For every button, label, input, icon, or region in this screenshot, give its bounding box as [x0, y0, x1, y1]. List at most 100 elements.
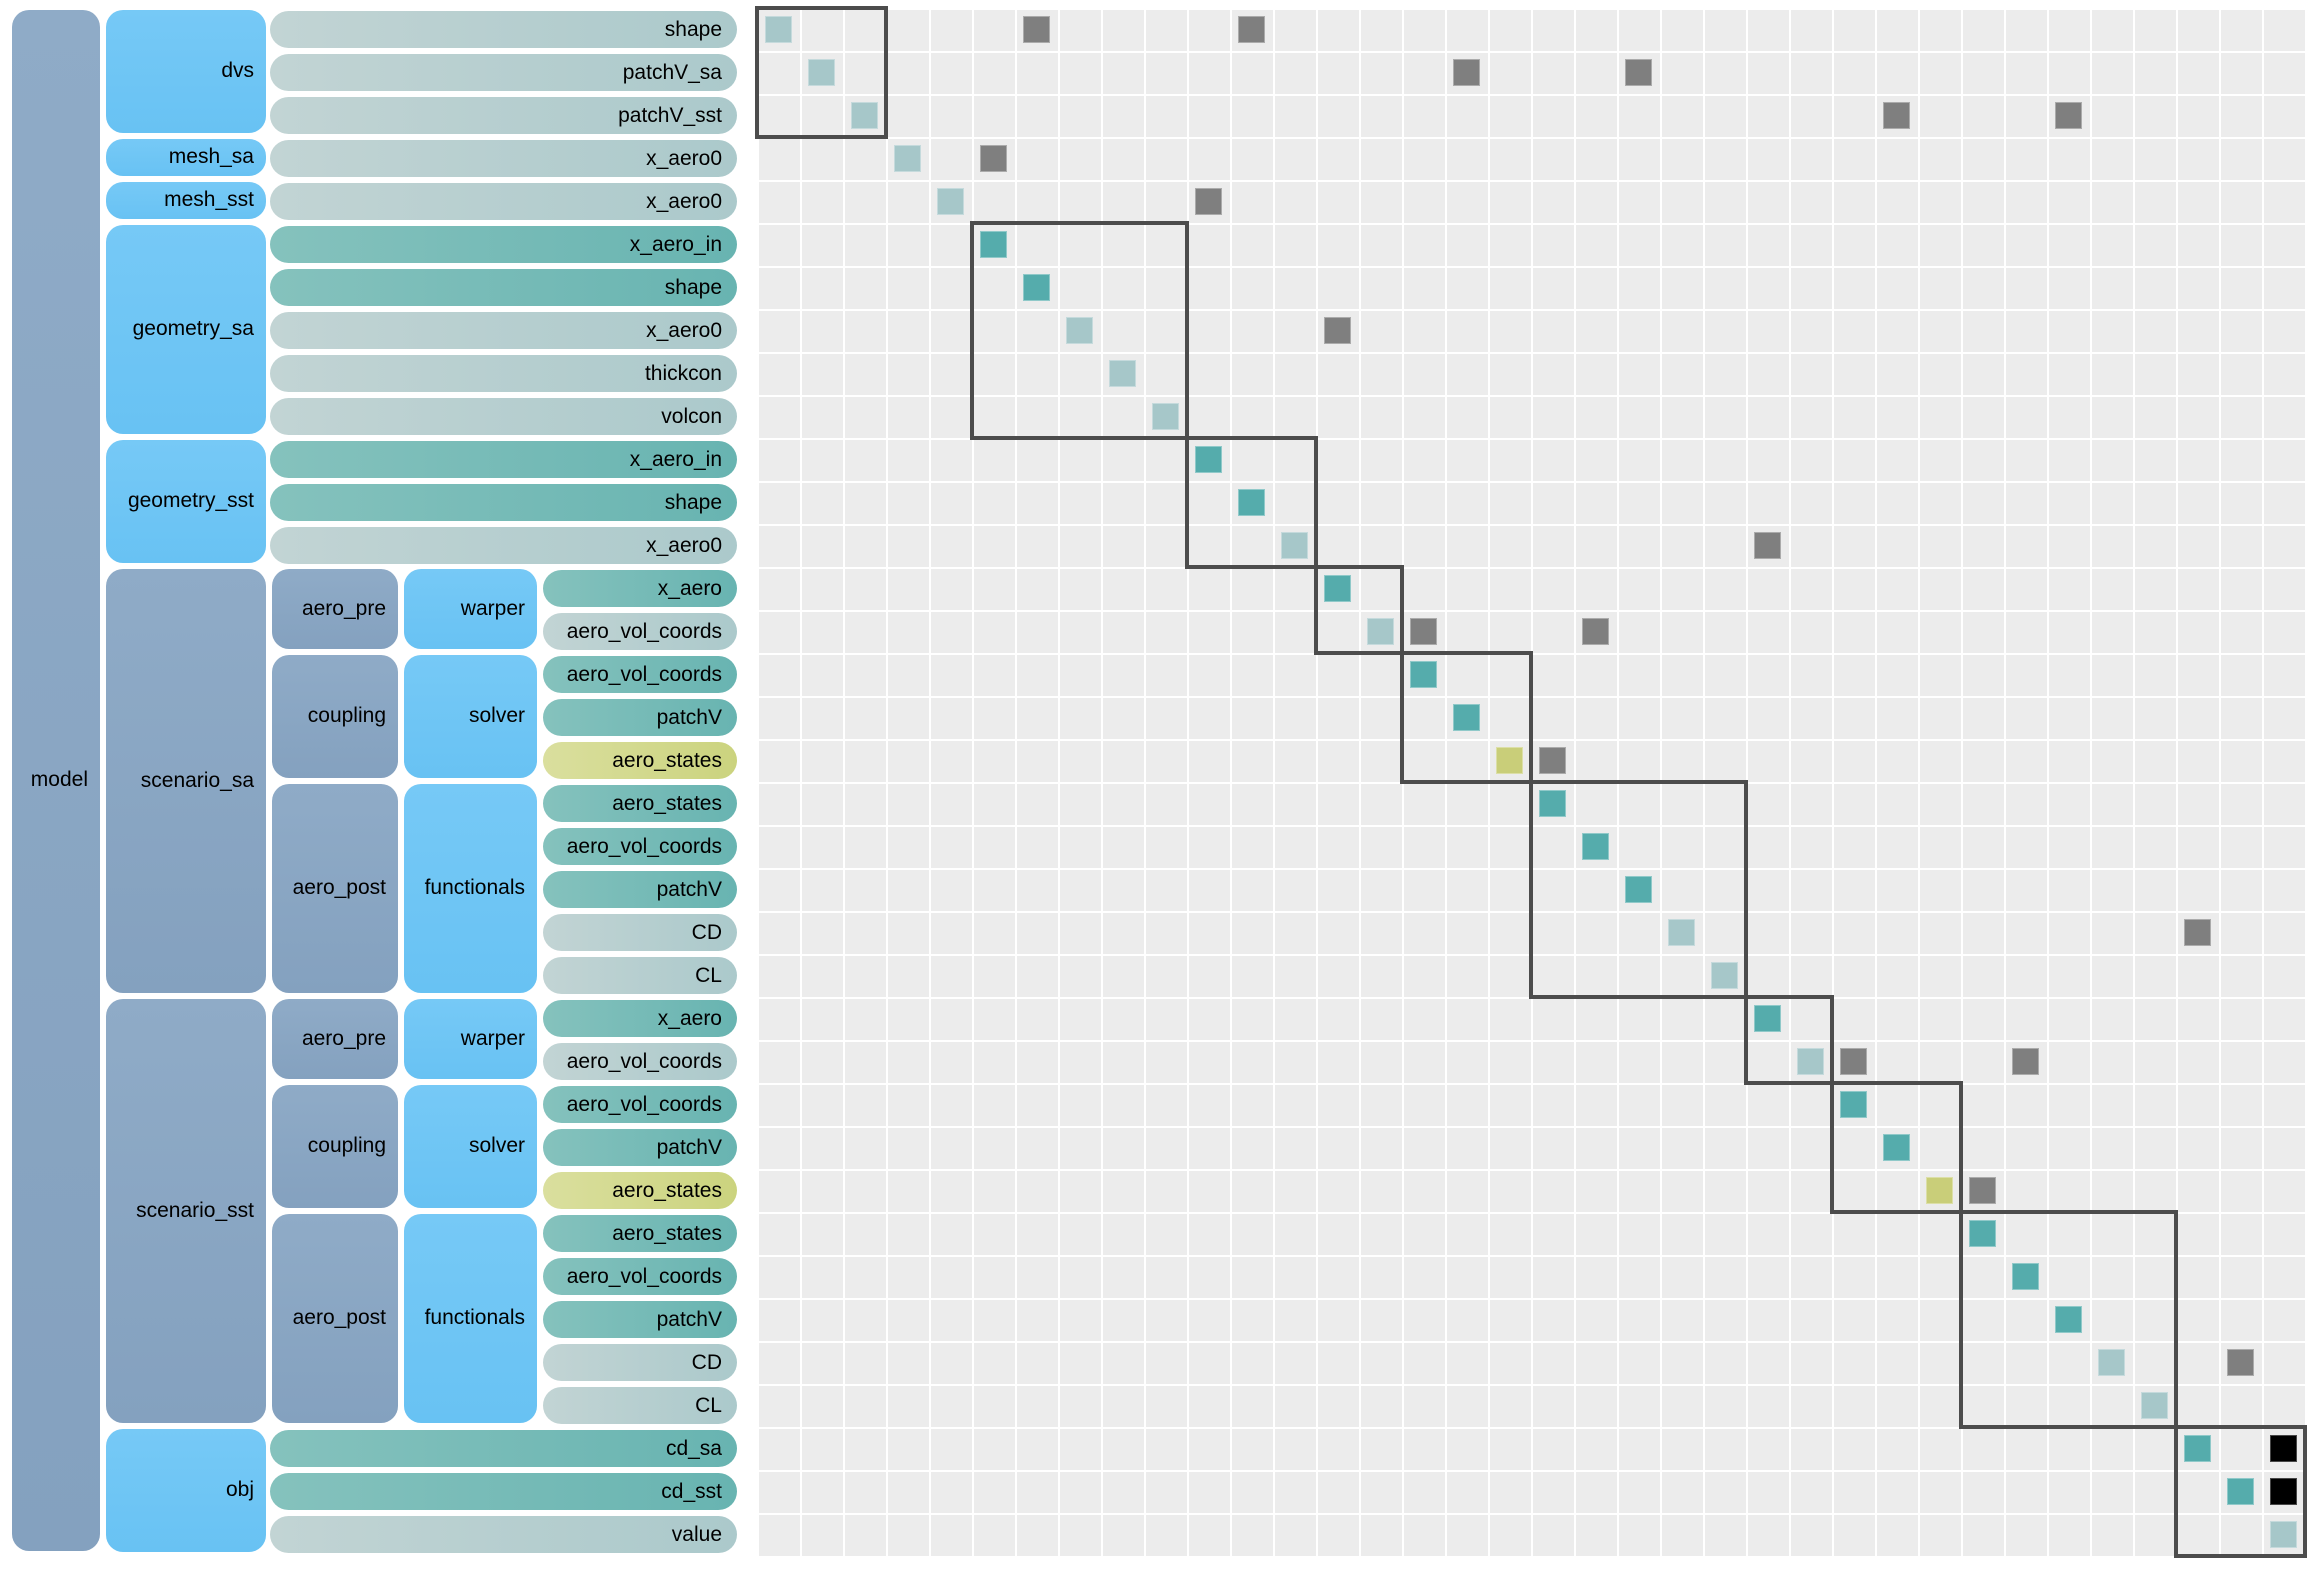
var-aero_vol_coords[interactable]: aero_vol_coords [543, 656, 737, 693]
var-aero_vol_coords[interactable]: aero_vol_coords [543, 613, 737, 650]
var-volcon[interactable]: volcon [270, 398, 737, 435]
diag-cell-x_aero[interactable] [1324, 575, 1351, 602]
var-aero_states[interactable]: aero_states [543, 742, 737, 779]
diag-cell-cd_sst[interactable] [2227, 1478, 2254, 1505]
tree-node-scenario_sst-solver[interactable]: solver [404, 1084, 537, 1208]
tree-node-obj[interactable]: obj [106, 1428, 266, 1552]
var-aero_states[interactable]: aero_states [543, 1215, 737, 1252]
conn-r31-c34[interactable] [2227, 1349, 2254, 1376]
var-patchV[interactable]: patchV [543, 1129, 737, 1166]
var-aero_vol_coords[interactable]: aero_vol_coords [543, 1086, 737, 1123]
var-aero_states[interactable]: aero_states [543, 785, 737, 822]
var-CD[interactable]: CD [543, 914, 737, 951]
diag-cell-x_aero_in[interactable] [980, 231, 1007, 258]
var-x_aero[interactable]: x_aero [543, 1000, 737, 1037]
var-x_aero_in[interactable]: x_aero_in [270, 226, 737, 263]
conn-r12-c23[interactable] [1754, 532, 1781, 559]
tree-node-mesh_sst[interactable]: mesh_sst [106, 181, 266, 219]
diag-cell-patchV[interactable] [2055, 1306, 2082, 1333]
diag-cell-CD[interactable] [1668, 919, 1695, 946]
var-thickcon[interactable]: thickcon [270, 355, 737, 392]
conn-r2-c30[interactable] [2055, 102, 2082, 129]
diag-cell-CL[interactable] [2141, 1392, 2168, 1419]
diag-cell-shape[interactable] [765, 16, 792, 43]
diag-cell-patchV[interactable] [1625, 876, 1652, 903]
var-aero_vol_coords[interactable]: aero_vol_coords [543, 828, 737, 865]
tree-node-scenario_sa-aero_post[interactable]: aero_post [272, 783, 398, 993]
tree-node-scenario_sa-aero_pre[interactable]: aero_pre [272, 568, 398, 649]
diag-cell-x_aero0[interactable] [937, 188, 964, 215]
conn-r1-c20[interactable] [1625, 59, 1652, 86]
conn-r14-c19[interactable] [1582, 618, 1609, 645]
tree-node-model[interactable]: model [12, 9, 100, 1551]
diag-cell-aero_vol_coords[interactable] [1840, 1091, 1867, 1118]
tree-node-scenario_sa[interactable]: scenario_sa [106, 568, 266, 993]
conn-r0-c6[interactable] [1023, 16, 1050, 43]
diag-cell-aero_vol_coords[interactable] [2012, 1263, 2039, 1290]
var-x_aero[interactable]: x_aero [543, 570, 737, 607]
conn-r27-c28[interactable] [1969, 1177, 1996, 1204]
var-patchV_sa[interactable]: patchV_sa [270, 54, 737, 91]
diag-cell-patchV[interactable] [1453, 704, 1480, 731]
tree-node-geometry_sa[interactable]: geometry_sa [106, 224, 266, 434]
tree-node-dvs[interactable]: dvs [106, 9, 266, 133]
tree-node-scenario_sa-warper[interactable]: warper [404, 568, 537, 649]
diag-cell-patchV_sst[interactable] [851, 102, 878, 129]
tree-node-scenario_sa-solver[interactable]: solver [404, 654, 537, 778]
diag-cell-thickcon[interactable] [1109, 360, 1136, 387]
var-aero_states[interactable]: aero_states [543, 1172, 737, 1209]
conn-r33-c35[interactable] [2270, 1435, 2297, 1462]
var-cd_sst[interactable]: cd_sst [270, 1473, 737, 1510]
tree-node-scenario_sst[interactable]: scenario_sst [106, 998, 266, 1423]
var-cd_sa[interactable]: cd_sa [270, 1430, 737, 1467]
tree-node-geometry_sst[interactable]: geometry_sst [106, 439, 266, 563]
diag-cell-patchV[interactable] [1883, 1134, 1910, 1161]
var-x_aero0[interactable]: x_aero0 [270, 183, 737, 220]
var-aero_vol_coords[interactable]: aero_vol_coords [543, 1043, 737, 1080]
var-CD[interactable]: CD [543, 1344, 737, 1381]
tree-node-scenario_sst-aero_post[interactable]: aero_post [272, 1213, 398, 1423]
diag-cell-value[interactable] [2270, 1521, 2297, 1548]
var-aero_vol_coords[interactable]: aero_vol_coords [543, 1258, 737, 1295]
diag-cell-aero_vol_coords[interactable] [1410, 661, 1437, 688]
var-x_aero0[interactable]: x_aero0 [270, 312, 737, 349]
var-patchV[interactable]: patchV [543, 699, 737, 736]
diag-cell-aero_vol_coords[interactable] [1367, 618, 1394, 645]
diag-cell-patchV_sa[interactable] [808, 59, 835, 86]
diag-cell-x_aero_in[interactable] [1195, 446, 1222, 473]
var-shape[interactable]: shape [270, 269, 737, 306]
tree-node-scenario_sst-functionals[interactable]: functionals [404, 1213, 537, 1423]
diag-cell-volcon[interactable] [1152, 403, 1179, 430]
var-value[interactable]: value [270, 1516, 737, 1553]
conn-r1-c16[interactable] [1453, 59, 1480, 86]
diag-cell-aero_states[interactable] [1496, 747, 1523, 774]
diag-cell-aero_vol_coords[interactable] [1797, 1048, 1824, 1075]
var-patchV_sst[interactable]: patchV_sst [270, 97, 737, 134]
conn-r21-c33[interactable] [2184, 919, 2211, 946]
conn-r17-c18[interactable] [1539, 747, 1566, 774]
diag-cell-x_aero[interactable] [1754, 1005, 1781, 1032]
conn-r14-c15[interactable] [1410, 618, 1437, 645]
conn-r3-c5[interactable] [980, 145, 1007, 172]
conn-r0-c11[interactable] [1238, 16, 1265, 43]
conn-r7-c13[interactable] [1324, 317, 1351, 344]
diag-cell-aero_states[interactable] [1539, 790, 1566, 817]
diag-cell-CD[interactable] [2098, 1349, 2125, 1376]
var-patchV[interactable]: patchV [543, 1301, 737, 1338]
tree-node-mesh_sa[interactable]: mesh_sa [106, 138, 266, 176]
var-patchV[interactable]: patchV [543, 871, 737, 908]
conn-r24-c25[interactable] [1840, 1048, 1867, 1075]
diag-cell-aero_states[interactable] [1969, 1220, 1996, 1247]
tree-node-scenario_sa-coupling[interactable]: coupling [272, 654, 398, 778]
var-x_aero0[interactable]: x_aero0 [270, 527, 737, 564]
tree-node-scenario_sst-warper[interactable]: warper [404, 998, 537, 1079]
diag-cell-x_aero0[interactable] [1066, 317, 1093, 344]
diag-cell-aero_states[interactable] [1926, 1177, 1953, 1204]
diag-cell-cd_sa[interactable] [2184, 1435, 2211, 1462]
diag-cell-CL[interactable] [1711, 962, 1738, 989]
var-CL[interactable]: CL [543, 957, 737, 994]
diag-cell-aero_vol_coords[interactable] [1582, 833, 1609, 860]
tree-node-scenario_sst-coupling[interactable]: coupling [272, 1084, 398, 1208]
var-x_aero_in[interactable]: x_aero_in [270, 441, 737, 478]
diag-cell-shape[interactable] [1023, 274, 1050, 301]
